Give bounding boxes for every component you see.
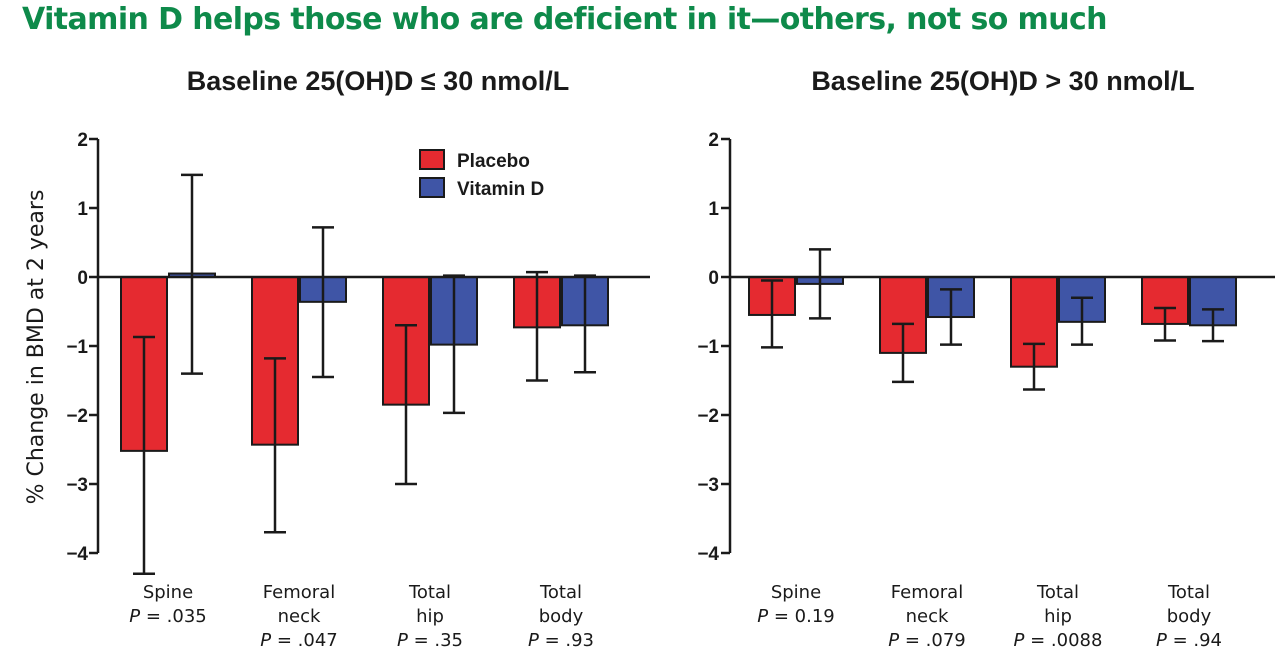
p-value-label: P = 0.19 [757, 606, 834, 627]
x-category-label: Total body [539, 582, 584, 627]
x-category-line: Femoral [891, 582, 963, 603]
x-category-line: Spine [771, 582, 821, 603]
p-symbol: P [260, 630, 271, 651]
legend-label: Placebo [457, 151, 530, 172]
p-value: = .93 [539, 630, 594, 651]
x-category-line: body [1167, 606, 1212, 627]
p-symbol: P [129, 606, 140, 627]
p-value-label: P = .93 [528, 630, 594, 651]
p-value: = .035 [140, 606, 207, 627]
x-category-label: Spine [143, 582, 193, 603]
y-tick-label: −2 [66, 406, 88, 427]
x-category-line: neck [278, 606, 321, 627]
y-tick-label: 2 [708, 130, 719, 151]
y-tick-label: −4 [697, 544, 719, 565]
p-symbol: P [528, 630, 539, 651]
p-symbol: P [1156, 630, 1167, 651]
x-category-label: Femoral neck [891, 582, 963, 627]
y-tick-label: 2 [77, 130, 88, 151]
x-category-line: Total [539, 582, 582, 603]
p-value-label: P = .079 [888, 630, 965, 651]
p-value: = .35 [408, 630, 463, 651]
x-category-line: Total [408, 582, 451, 603]
p-value: = .079 [899, 630, 966, 651]
x-category-label: Total body [1167, 582, 1212, 627]
x-category-line: Femoral [263, 582, 335, 603]
panel-title: Baseline 25(OH)D ≤ 30 nmol/L [187, 66, 569, 96]
p-value: = .0088 [1024, 630, 1102, 651]
y-tick-label: −3 [66, 475, 88, 496]
x-category-label: Total hip [408, 582, 451, 627]
p-symbol: P [888, 630, 899, 651]
y-tick-label: 1 [77, 199, 88, 220]
x-category-line: neck [906, 606, 949, 627]
p-value: = .94 [1167, 630, 1222, 651]
y-tick-label: −1 [697, 337, 719, 358]
legend-label: Vitamin D [457, 179, 544, 200]
p-value: = .047 [271, 630, 338, 651]
x-category-label: Total hip [1036, 582, 1079, 627]
y-tick-label: −3 [697, 475, 719, 496]
x-category-label: Spine [771, 582, 821, 603]
x-category-line: Total [1036, 582, 1079, 603]
panel-deficient: Baseline 25(OH)D ≤ 30 nmol/L 2 1 0 −1 −2 −3 −4 S… [66, 66, 650, 651]
x-category-line: Spine [143, 582, 193, 603]
y-tick-label: −2 [697, 406, 719, 427]
y-tick-label: 0 [77, 268, 88, 289]
p-symbol: P [397, 630, 408, 651]
p-value: = 0.19 [768, 606, 835, 627]
p-value-label: P = .047 [260, 630, 337, 651]
p-symbol: P [1014, 630, 1025, 651]
x-category-label: Femoral neck [263, 582, 335, 627]
x-category-line: Total [1167, 582, 1210, 603]
y-tick-label: −4 [66, 544, 88, 565]
p-symbol: P [757, 606, 768, 627]
p-value-label: P = .35 [397, 630, 463, 651]
headline: Vitamin D helps those who are deficient … [22, 2, 1108, 37]
legend-swatch [419, 149, 445, 170]
y-tick-label: −1 [66, 337, 88, 358]
p-value-label: P = .94 [1156, 630, 1222, 651]
x-category-line: hip [416, 606, 444, 627]
panel-sufficient: Baseline 25(OH)D > 30 nmol/L 2 1 0 −1 −2 −3 −4 S… [697, 66, 1275, 651]
legend-swatch [419, 177, 445, 198]
y-tick-label: 0 [708, 268, 719, 289]
p-value-label: P = .0088 [1014, 630, 1103, 651]
x-category-line: body [539, 606, 584, 627]
panel-title: Baseline 25(OH)D > 30 nmol/L [811, 66, 1194, 96]
y-tick-label: 1 [708, 199, 719, 220]
x-category-line: hip [1044, 606, 1072, 627]
p-value-label: P = .035 [129, 606, 206, 627]
y-axis-label: % Change in BMD at 2 years [24, 190, 49, 505]
